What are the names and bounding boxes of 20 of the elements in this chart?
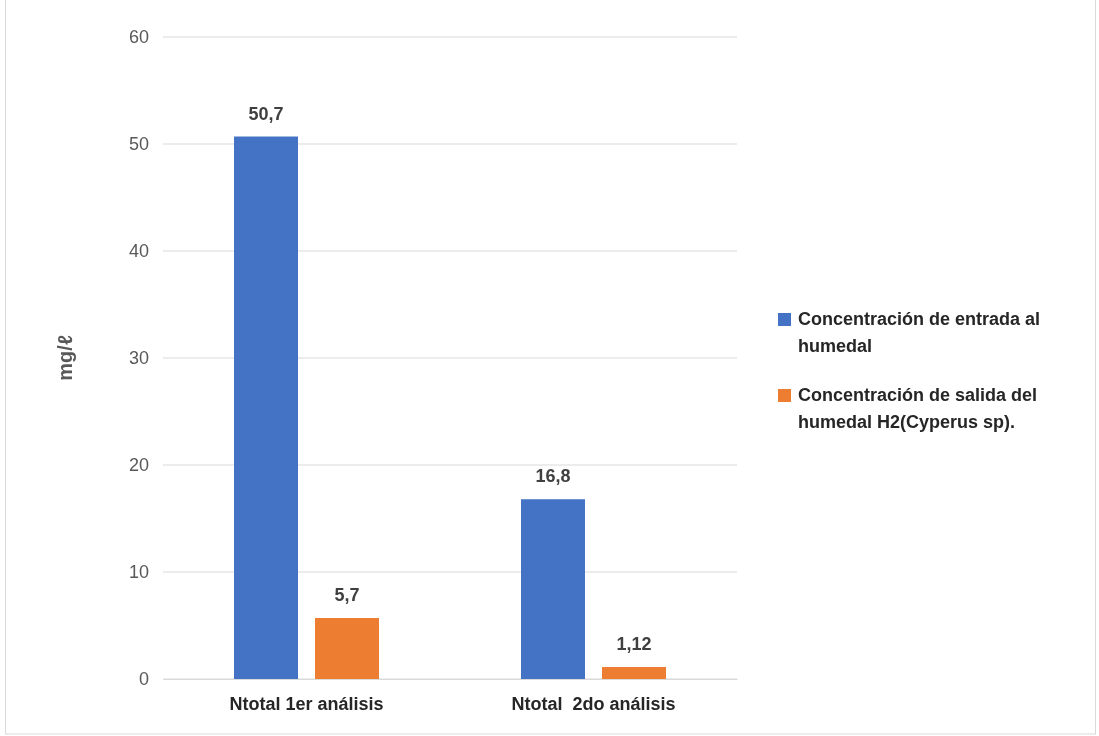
y-tick-label: 60: [128, 27, 149, 48]
bar: [521, 499, 585, 679]
data-label: 50,7: [248, 103, 284, 124]
legend-label: Concentración de entrada al humedal: [798, 309, 1041, 356]
x-tick-label: Ntotal 1er análisis: [229, 693, 384, 714]
y-tick-label: 40: [128, 241, 149, 262]
y-tick-label: 30: [128, 348, 149, 369]
y-axis-title: mg/ℓ: [54, 335, 76, 381]
data-label: 1,12: [616, 634, 652, 655]
y-tick-label: 20: [128, 455, 149, 476]
data-label: 5,7: [334, 585, 360, 606]
x-tick-label: Ntotal 2do análisis: [511, 693, 676, 714]
y-tick-label: 50: [128, 134, 149, 155]
bar: [315, 618, 379, 679]
y-tick-label: 0: [138, 669, 149, 690]
legend-label: Concentración de salida del humedal H2(Cyperus sp).: [798, 385, 1038, 432]
bar: [234, 136, 298, 679]
bar: [602, 667, 666, 679]
y-tick-label: 10: [128, 562, 149, 583]
data-label: 16,8: [535, 466, 571, 487]
